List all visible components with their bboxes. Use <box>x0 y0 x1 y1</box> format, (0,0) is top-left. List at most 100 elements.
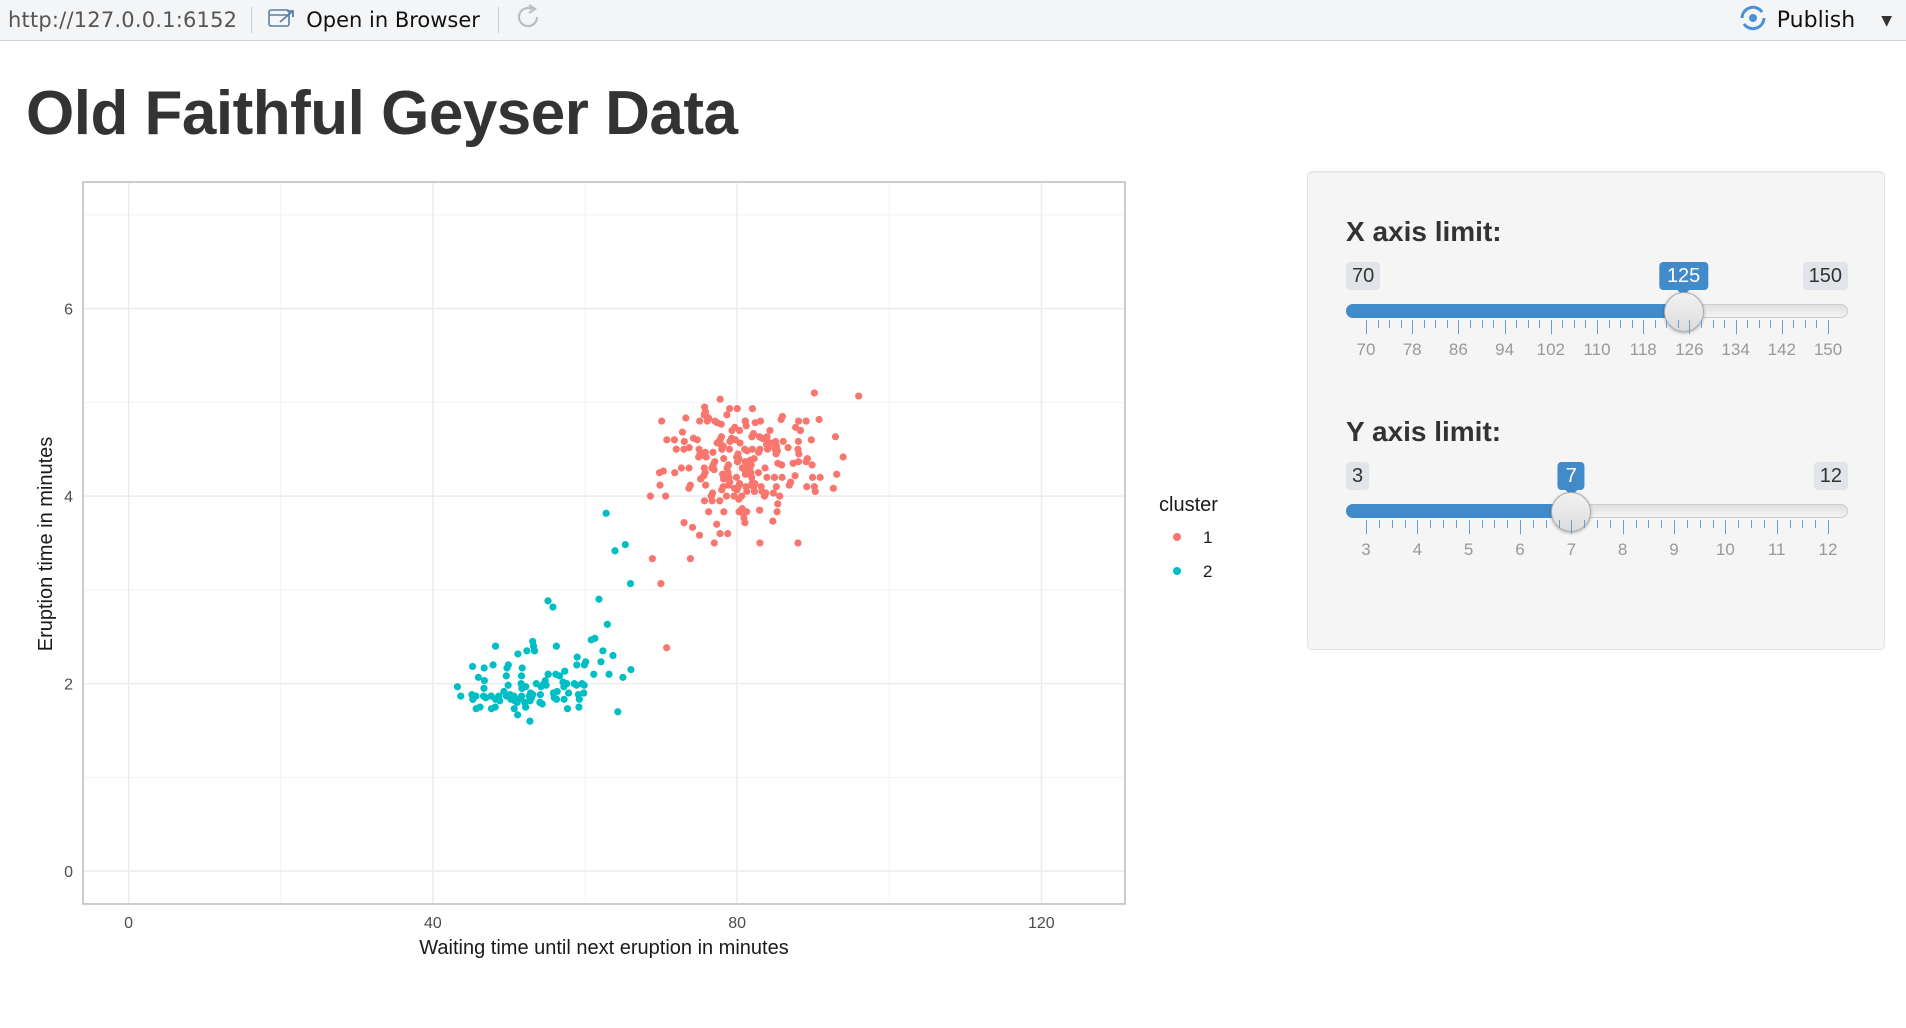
refresh-button[interactable] <box>499 2 557 38</box>
slider-tick-minor <box>1400 320 1402 328</box>
y-axis-slider[interactable]: 3 12 7 3 4 5 6 7 8 9 10 11 12 <box>1346 462 1848 572</box>
slider-tick-minor <box>1661 520 1663 528</box>
slider-tick-major <box>1674 520 1675 534</box>
data-point-cluster-2 <box>587 636 595 644</box>
legend-key-1 <box>1173 533 1181 541</box>
slider-tick-minor <box>1648 520 1650 528</box>
slider-tick-major <box>1689 320 1691 334</box>
data-point-cluster-2 <box>538 700 546 708</box>
data-point-cluster-1 <box>717 440 725 449</box>
slider-tick-minor <box>1597 520 1598 528</box>
data-point-cluster-1 <box>656 481 664 489</box>
plot-panel <box>82 181 1126 905</box>
data-point-cluster-1 <box>816 473 824 481</box>
sidebar-panel: X axis limit: 70 150 125 70 78 86 94 102 110 1… <box>1307 171 1885 650</box>
data-point-cluster-1 <box>746 456 754 464</box>
data-point-cluster-2 <box>502 672 510 680</box>
data-point-cluster-1 <box>716 497 724 505</box>
x-slider-fill <box>1346 304 1684 318</box>
slider-tick-minor <box>1391 520 1393 528</box>
slider-tick-minor <box>1423 320 1425 328</box>
data-point-cluster-2 <box>626 580 635 588</box>
data-point-cluster-2 <box>563 705 572 713</box>
data-point-cluster-1 <box>778 461 786 469</box>
data-point-cluster-1 <box>771 437 780 446</box>
open-in-browser-button[interactable]: Open in Browser <box>252 6 498 35</box>
data-point-cluster-1 <box>769 517 777 525</box>
y-slider-ticks: 3 4 5 6 7 8 9 10 11 12 <box>1346 520 1848 570</box>
data-point-cluster-1 <box>700 497 709 505</box>
data-point-cluster-1 <box>728 426 736 435</box>
slider-tick-minor <box>1699 520 1701 528</box>
data-point-cluster-1 <box>750 487 759 496</box>
x-slider-value: 125 <box>1658 262 1709 296</box>
slider-tick-major <box>1828 320 1829 334</box>
data-point-cluster-1 <box>760 492 769 500</box>
data-point-cluster-2 <box>582 658 590 666</box>
data-point-cluster-2 <box>609 651 617 660</box>
data-point-cluster-1 <box>765 442 773 450</box>
slider-tick-label: 10 <box>1715 540 1735 559</box>
data-point-cluster-1 <box>791 472 799 480</box>
data-point-cluster-1 <box>678 428 687 436</box>
data-point-cluster-1 <box>657 580 665 588</box>
slider-tick-minor <box>1558 520 1560 528</box>
slider-tick-label: 8 <box>1617 540 1628 559</box>
data-point-cluster-1 <box>733 458 742 466</box>
slider-tick-minor <box>1686 520 1688 528</box>
data-point-cluster-1 <box>807 436 815 444</box>
legend-items: 12 <box>1173 528 1212 581</box>
data-point-cluster-2 <box>549 689 557 697</box>
data-point-cluster-1 <box>733 405 741 413</box>
x-axis-slider[interactable]: 70 150 125 70 78 86 94 102 110 118 126 134 142 150 <box>1346 262 1848 372</box>
data-point-cluster-1 <box>710 539 718 547</box>
slider-tick-major <box>1550 320 1552 334</box>
data-point-cluster-1 <box>671 469 679 477</box>
data-point-cluster-1 <box>720 508 728 516</box>
slider-tick-minor <box>1763 520 1765 528</box>
x-tick-label: 120 <box>1028 915 1055 932</box>
y-slider-label: Y axis limit: <box>1346 416 1502 447</box>
data-point-cluster-2 <box>595 595 603 603</box>
data-point-cluster-1 <box>723 464 731 472</box>
publish-button[interactable]: Publish ▼ <box>1737 0 1892 41</box>
data-point-cluster-1 <box>708 464 716 472</box>
data-point-cluster-1 <box>794 539 802 547</box>
slider-tick-minor <box>1377 320 1379 328</box>
data-point-cluster-2 <box>573 653 581 661</box>
data-point-cluster-2 <box>542 681 550 689</box>
slider-tick-major <box>1366 520 1367 534</box>
data-point-cluster-1 <box>784 444 792 452</box>
slider-tick-minor <box>1789 520 1791 528</box>
x-slider-handle[interactable] <box>1663 292 1704 332</box>
slider-tick-minor <box>1815 520 1817 528</box>
slider-tick-label: 78 <box>1402 340 1422 359</box>
data-point-cluster-1 <box>713 520 721 528</box>
data-point-cluster-1 <box>695 453 703 461</box>
data-point-cluster-1 <box>726 405 734 413</box>
data-point-cluster-1 <box>672 445 680 453</box>
slider-tick-major <box>1725 520 1727 534</box>
slider-tick-minor <box>1635 520 1637 528</box>
caret-down-icon[interactable]: ▼ <box>1881 12 1892 29</box>
data-point-cluster-2 <box>599 647 607 655</box>
plot-legend: cluster 12 <box>1159 494 1218 581</box>
slider-tick-minor <box>1493 320 1495 328</box>
data-point-cluster-1 <box>703 417 711 425</box>
slider-tick-label: 5 <box>1463 540 1474 559</box>
data-point-cluster-1 <box>756 539 764 547</box>
slider-tick-minor <box>1631 320 1633 328</box>
data-point-cluster-2 <box>552 695 561 703</box>
y-slider-max: 12 <box>1813 462 1848 490</box>
plot-grid <box>82 181 1126 905</box>
slider-tick-minor <box>1584 520 1586 528</box>
data-point-cluster-2 <box>480 684 488 692</box>
data-point-cluster-1 <box>686 481 695 489</box>
data-point-cluster-2 <box>560 683 568 691</box>
data-point-cluster-1 <box>682 414 690 422</box>
data-point-cluster-1 <box>646 492 654 500</box>
data-point-cluster-2 <box>522 703 530 711</box>
data-point-cluster-2 <box>574 691 583 699</box>
open-browser-icon <box>266 6 296 35</box>
data-point-cluster-1 <box>831 433 840 441</box>
